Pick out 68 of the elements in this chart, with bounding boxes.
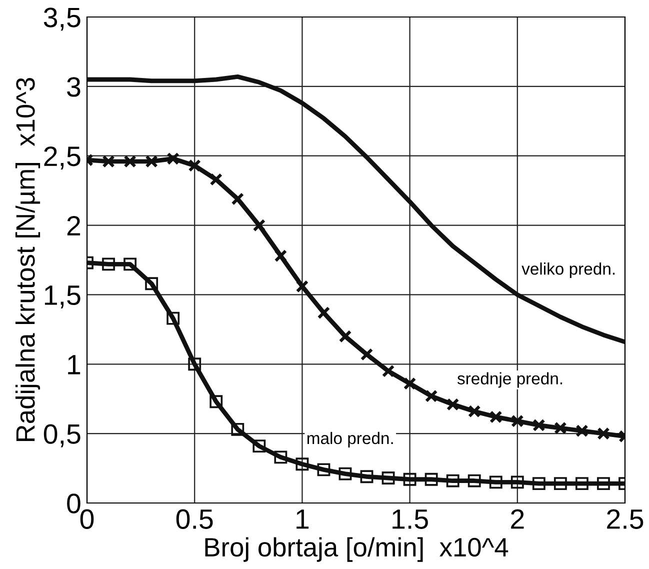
point <box>166 312 180 325</box>
annotation: srednje predn. <box>457 372 562 388</box>
point <box>360 470 374 484</box>
point <box>231 422 244 436</box>
point <box>403 472 416 486</box>
x-tick-label: 0.5 <box>176 509 213 529</box>
point <box>296 458 309 471</box>
point <box>532 477 546 490</box>
point <box>597 477 610 490</box>
point <box>231 192 244 206</box>
y-tick-label: 0 <box>67 494 80 514</box>
point <box>554 422 567 434</box>
point <box>317 306 330 320</box>
point <box>532 418 546 432</box>
point <box>296 280 309 293</box>
y-tick-label: 1 <box>68 355 80 374</box>
point <box>576 424 588 438</box>
point <box>210 173 223 186</box>
point <box>403 377 416 390</box>
point <box>210 395 223 408</box>
x-tick-label: 1.5 <box>392 510 428 529</box>
point <box>576 477 588 490</box>
point <box>145 277 158 290</box>
y-tick-label: 0,5 <box>44 424 80 448</box>
point <box>446 398 460 411</box>
point <box>446 474 460 488</box>
point <box>597 427 610 440</box>
y-tick-label: 1,5 <box>44 286 80 308</box>
point <box>554 477 567 490</box>
y-tick-label: 2 <box>67 216 80 236</box>
point <box>489 410 502 424</box>
point <box>252 218 266 232</box>
point <box>102 155 115 168</box>
point <box>252 440 266 453</box>
annotation: malo predn. <box>307 432 393 448</box>
point <box>338 467 352 480</box>
point <box>511 414 524 428</box>
x-tick-label: 1 <box>296 510 309 529</box>
point <box>468 404 481 418</box>
point <box>188 159 201 172</box>
point <box>124 258 136 271</box>
point <box>510 476 524 489</box>
x-tick-label: 0 <box>80 509 94 529</box>
point <box>424 390 438 402</box>
line-series <box>87 74 625 344</box>
point <box>274 450 288 464</box>
annotation: veliko predn. <box>522 262 615 278</box>
point <box>468 474 481 488</box>
y-tick-label: 3 <box>67 77 80 97</box>
point <box>188 358 202 371</box>
point <box>166 152 180 166</box>
point <box>145 155 158 168</box>
y-tick-label: 3,5 <box>44 8 80 31</box>
point <box>382 472 395 484</box>
point <box>102 258 115 271</box>
point <box>382 364 395 378</box>
x-tick-label: 2 <box>511 509 524 529</box>
y-axis-title: Radijalna krutost [N/µm] x10^3 <box>15 78 40 442</box>
point <box>124 155 136 168</box>
point <box>338 330 352 343</box>
point <box>274 249 288 262</box>
x-axis-title: Broj obrtaja [o/min] x10^4 <box>205 537 508 562</box>
y-tick-label: 2,5 <box>44 146 80 170</box>
point <box>489 476 502 489</box>
x-tick-label: 2.5 <box>607 509 644 529</box>
point <box>317 463 330 476</box>
point <box>360 348 374 361</box>
point <box>424 472 438 486</box>
